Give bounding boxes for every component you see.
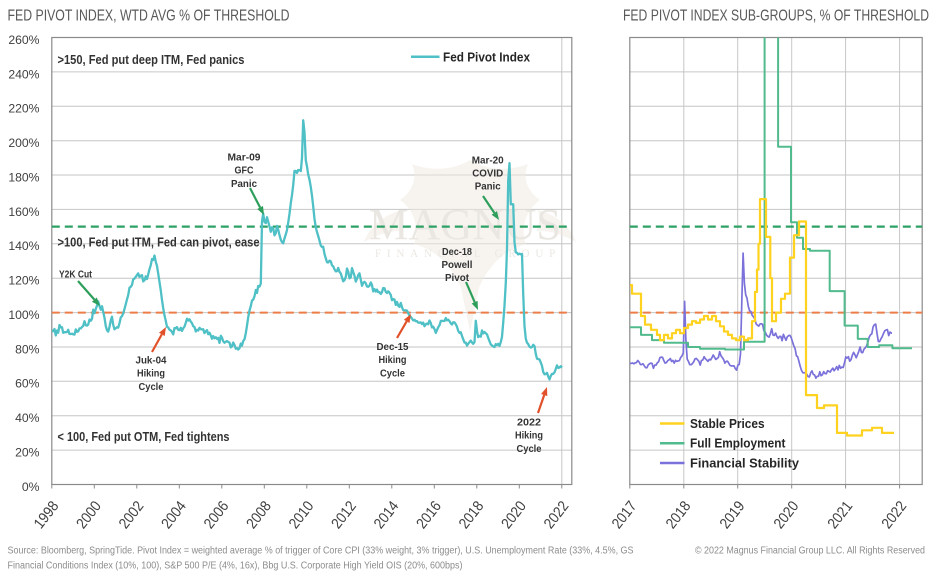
svg-text:>100, Fed put ITM, Fed can piv: >100, Fed put ITM, Fed can pivot, ease xyxy=(58,235,260,250)
svg-text:Juk-04: Juk-04 xyxy=(136,355,167,367)
svg-text:Panic: Panic xyxy=(475,181,501,193)
svg-text:Dec-15: Dec-15 xyxy=(377,341,409,353)
svg-text:Mar-09: Mar-09 xyxy=(228,152,261,164)
svg-text:140%: 140% xyxy=(8,239,39,253)
svg-text:240%: 240% xyxy=(8,67,39,81)
svg-text:Cycle: Cycle xyxy=(139,381,164,393)
svg-text:Full Employment: Full Employment xyxy=(690,436,786,451)
svg-text:2022: 2022 xyxy=(517,417,541,429)
svg-text:Financial Conditions Index (10: Financial Conditions Index (10%, 100), S… xyxy=(8,561,463,572)
svg-text:Cycle: Cycle xyxy=(517,443,542,455)
svg-text:FINANCIAL GROUP: FINANCIAL GROUP xyxy=(375,248,561,260)
svg-text:FED PIVOT INDEX SUB-GROUPS, %: FED PIVOT INDEX SUB-GROUPS, % OF THRESHO… xyxy=(623,8,929,25)
svg-text:© 2022 Magnus Financial Group: © 2022 Magnus Financial Group LLC. All R… xyxy=(695,546,925,557)
svg-text:100%: 100% xyxy=(8,308,39,322)
svg-text:>150, Fed put deep ITM, Fed pa: >150, Fed put deep ITM, Fed panics xyxy=(58,52,245,67)
svg-text:COVID: COVID xyxy=(472,168,503,180)
svg-text:180%: 180% xyxy=(8,170,39,184)
svg-text:Cycle: Cycle xyxy=(380,367,405,379)
svg-text:120%: 120% xyxy=(8,274,39,288)
svg-text:20%: 20% xyxy=(15,446,40,460)
svg-text:0%: 0% xyxy=(22,480,40,494)
svg-text:160%: 160% xyxy=(8,205,39,219)
svg-text:FED PIVOT INDEX, WTD AVG % OF: FED PIVOT INDEX, WTD AVG % OF THRESHOLD xyxy=(8,8,290,25)
svg-text:MAGNUS: MAGNUS xyxy=(369,200,561,249)
svg-text:200%: 200% xyxy=(8,136,39,150)
svg-text:Financial Stability: Financial Stability xyxy=(690,455,800,470)
svg-text:40%: 40% xyxy=(15,411,40,425)
svg-text:Hiking: Hiking xyxy=(379,354,407,366)
svg-text:Dec-18: Dec-18 xyxy=(442,246,472,258)
svg-text:260%: 260% xyxy=(8,33,39,47)
svg-text:Hiking: Hiking xyxy=(137,368,165,380)
svg-text:Y2K Cut: Y2K Cut xyxy=(59,269,92,281)
svg-text:80%: 80% xyxy=(15,342,40,356)
svg-text:Mar-20: Mar-20 xyxy=(472,155,504,167)
svg-text:220%: 220% xyxy=(8,102,39,116)
svg-text:Powell: Powell xyxy=(442,259,473,271)
svg-text:Panic: Panic xyxy=(231,178,257,190)
svg-text:GFC: GFC xyxy=(235,165,254,177)
svg-text:60%: 60% xyxy=(15,377,40,391)
svg-text:Hiking: Hiking xyxy=(515,430,543,442)
svg-text:Pivot: Pivot xyxy=(445,272,469,284)
svg-text:Source: Bloomberg, SpringTide.: Source: Bloomberg, SpringTide. Pivot Ind… xyxy=(8,546,634,557)
svg-text:< 100, Fed put OTM, Fed tighte: < 100, Fed put OTM, Fed tightens xyxy=(58,429,230,444)
svg-text:Fed Pivot Index: Fed Pivot Index xyxy=(443,49,531,64)
svg-text:Stable Prices: Stable Prices xyxy=(690,416,765,431)
